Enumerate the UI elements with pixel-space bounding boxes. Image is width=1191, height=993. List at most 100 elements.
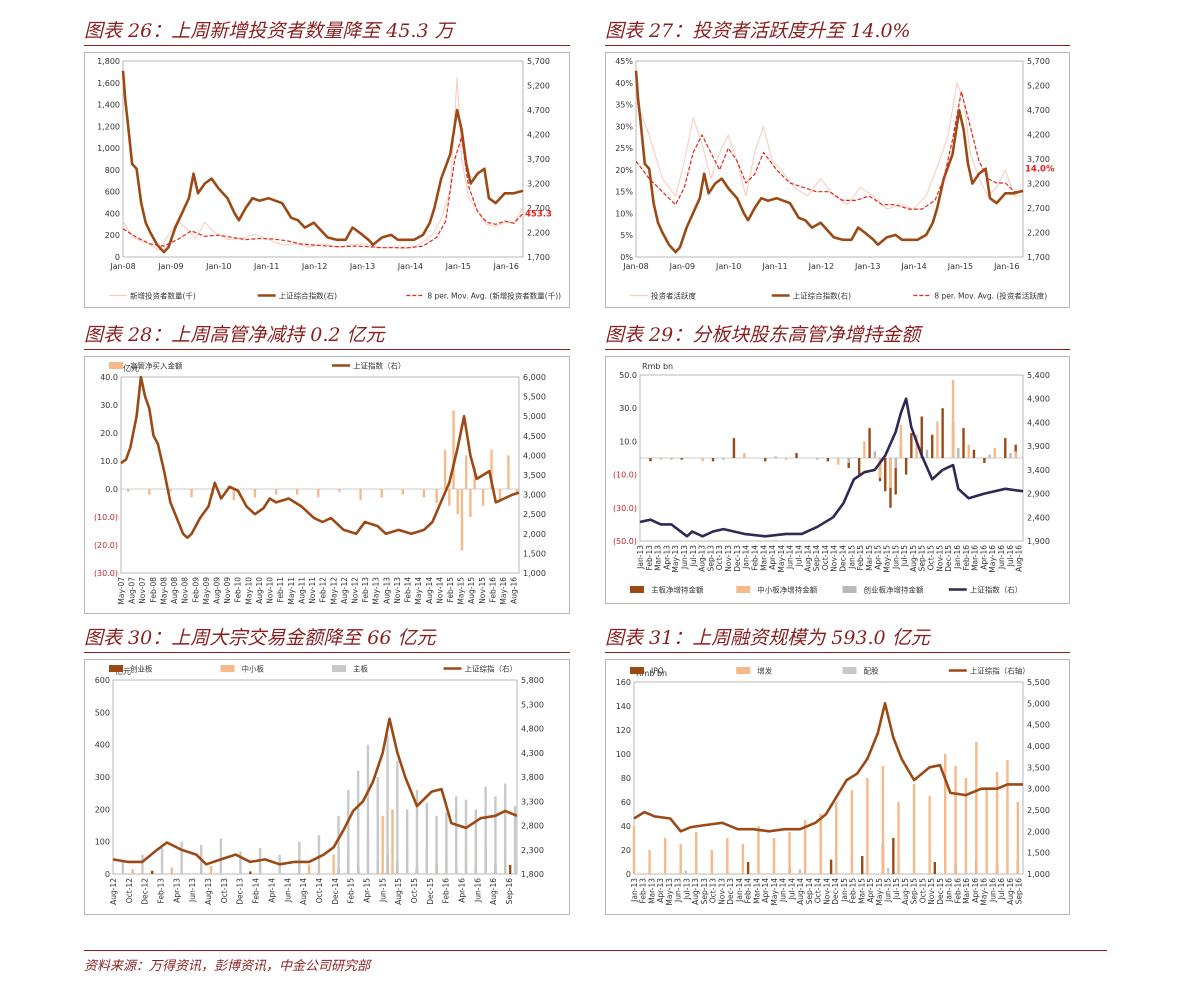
x-tick-label: Feb-16 <box>488 577 497 603</box>
bar <box>274 489 278 495</box>
chart-title: 图表 29：分板块股东高管净增持金额 <box>605 324 921 346</box>
x-tick-label: Aug-11 <box>297 577 306 604</box>
x-tick-label: Sep-16 <box>505 878 514 905</box>
x-tick-label: Dec-15 <box>936 878 945 905</box>
plot-area <box>633 681 1024 875</box>
chart-svg: 0% 5% 10% 15% 20% 25% 30% 35% 40% 45% 1,700 2,200 2,… <box>615 57 1055 301</box>
x-tick-label: Jan-13 <box>630 878 639 903</box>
bar <box>405 809 409 874</box>
bar <box>1014 444 1017 458</box>
x-tick-label: Jun-15 <box>378 878 387 903</box>
x-tick-label: Jan-08 <box>622 262 648 271</box>
unit-label: 亿元 <box>123 363 139 373</box>
x-tick-label: Jan-16 <box>993 262 1019 271</box>
chart-frame: 0 20 40 60 80 100 120 140 160 1,000 1,500 2,000 2,50… <box>605 659 1070 915</box>
left-tick-label: 50.0 <box>619 371 637 380</box>
x-tick-label: Nov-09 <box>223 577 232 604</box>
legend-label: 上证综合指数(右) <box>279 291 337 301</box>
x-tick-label: Nov-08 <box>181 577 190 604</box>
right-tick-label: 3,900 <box>1027 442 1050 451</box>
x-tick-label: Nov-12 <box>350 577 359 604</box>
left-tick-label: 1,000 <box>97 144 120 153</box>
x-tick-label: Nov-13 <box>393 577 402 604</box>
bar <box>391 809 394 874</box>
bar <box>401 489 405 495</box>
x-tick-label: Jan-13 <box>854 262 880 271</box>
right-tick-label: 4,500 <box>1027 721 1050 730</box>
bar <box>857 458 861 475</box>
x-tick-label: May-10 <box>244 577 253 605</box>
series-line <box>112 717 518 866</box>
bar <box>648 850 651 874</box>
legend-label: 上证指数（右） <box>970 585 1023 595</box>
x-tick-label: Jan-10 <box>715 262 741 271</box>
x-tick-label: Nov-15 <box>478 577 487 604</box>
bar <box>962 428 965 458</box>
right-tick-label: 4,700 <box>1027 106 1050 115</box>
x-tick-label: Jan-15 <box>840 878 849 903</box>
bar <box>190 489 193 498</box>
x-tick-label: Dec-14 <box>331 878 340 905</box>
x-tick-label: Oct-14 <box>814 878 823 903</box>
x-tick-label: Aug-09 <box>213 577 222 604</box>
bar <box>295 489 299 495</box>
x-tick-label: Jul-16 <box>1006 545 1015 568</box>
bar <box>964 870 968 874</box>
left-tick-label: 40 <box>621 822 631 831</box>
bar <box>445 812 448 874</box>
bar <box>659 458 663 460</box>
bar <box>680 458 683 460</box>
x-tick-label: Jun-15 <box>884 878 893 903</box>
right-tick-label: 2,300 <box>521 846 544 855</box>
right-tick-label: 5,200 <box>527 82 550 91</box>
x-tick-label: Jun-14 <box>786 545 795 570</box>
legend-swatch <box>630 586 644 593</box>
x-tick-label: Aug-14 <box>299 878 308 905</box>
right-tick-label: 4,000 <box>1027 742 1050 751</box>
bar <box>995 772 999 874</box>
bar <box>332 854 335 874</box>
title-rule <box>605 652 1070 653</box>
x-tick-label: Jun-16 <box>997 545 1006 570</box>
bar <box>435 489 438 503</box>
x-tick-label: Jan-15 <box>947 262 973 271</box>
x-tick-label: Sep-15 <box>910 878 919 905</box>
legend-swatch <box>736 667 751 674</box>
bar <box>964 778 968 874</box>
bar <box>469 489 472 517</box>
left-tick-label: 500 <box>95 708 110 717</box>
series-line <box>633 701 1023 833</box>
right-tick-label: 1,700 <box>527 253 550 262</box>
bar <box>670 458 673 460</box>
bar <box>936 421 939 458</box>
legend-label: 中小板 <box>242 664 265 674</box>
bar <box>425 802 428 874</box>
left-tick-label: 1,800 <box>97 57 120 66</box>
bar <box>894 458 897 495</box>
bar <box>972 449 976 458</box>
x-tick-label: Feb-16 <box>953 878 962 904</box>
x-tick-label: Apr-13 <box>172 878 181 903</box>
x-tick-label: Feb-10 <box>234 577 243 603</box>
x-tick-label: Dec-15 <box>426 878 435 905</box>
x-tick-label: Oct-13 <box>220 878 229 903</box>
x-tick-label: Apr-14 <box>768 545 777 570</box>
bar <box>711 458 715 462</box>
bar <box>886 868 890 874</box>
left-tick-label: (20.0) <box>94 541 118 550</box>
legend-swatch <box>842 586 857 593</box>
bar <box>881 766 885 874</box>
x-tick-label: Feb-15 <box>849 878 858 904</box>
x-tick-label: Apr-15 <box>866 878 875 903</box>
x-tick-label: Sep-15 <box>918 545 927 572</box>
legend-label: 创业板 <box>130 664 153 674</box>
bar <box>933 862 937 874</box>
x-tick-label: Jun-16 <box>988 878 997 903</box>
right-tick-label: 1,900 <box>1027 537 1050 546</box>
x-tick-label: May-14 <box>770 878 779 906</box>
x-tick-label: May-12 <box>329 577 338 605</box>
bar <box>957 448 960 458</box>
chart-svg: 0 100 200 300 400 500 600 1,800 2,300 2,800 3,300 3… <box>95 664 544 905</box>
bar <box>386 734 389 874</box>
chart-title: 图表 26：上周新增投资者数量降至 45.3 万 <box>84 20 454 42</box>
